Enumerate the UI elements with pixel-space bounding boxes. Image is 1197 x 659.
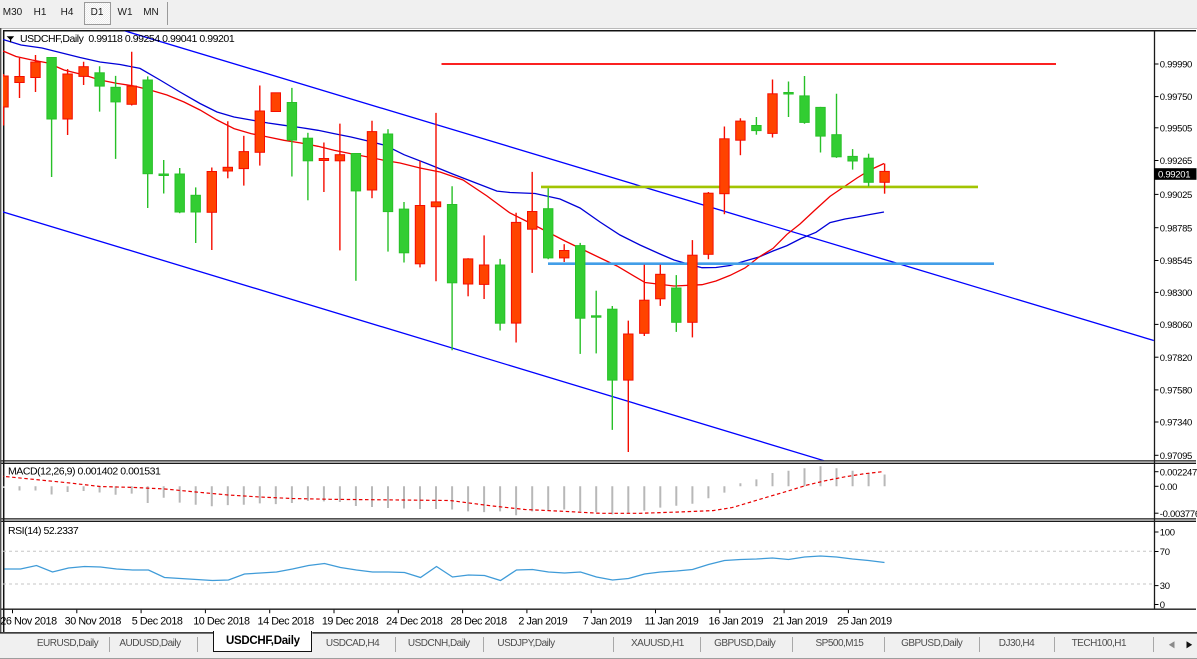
svg-text:5 Dec 2018: 5 Dec 2018 xyxy=(132,615,183,627)
svg-text:7 Jan 2019: 7 Jan 2019 xyxy=(583,615,632,627)
svg-text:10 Dec 2018: 10 Dec 2018 xyxy=(193,615,250,627)
svg-text:0.99265: 0.99265 xyxy=(1160,156,1192,167)
svg-text:RSI(14) 52.2337: RSI(14) 52.2337 xyxy=(8,525,79,537)
svg-text:0.99025: 0.99025 xyxy=(1160,190,1192,201)
svg-text:0.97340: 0.97340 xyxy=(1160,418,1192,429)
svg-text:0.97820: 0.97820 xyxy=(1160,353,1192,364)
svg-text:0.98785: 0.98785 xyxy=(1160,223,1192,234)
svg-text:30: 30 xyxy=(1160,581,1170,592)
svg-text:2 Jan 2019: 2 Jan 2019 xyxy=(518,615,567,627)
svg-text:100: 100 xyxy=(1160,528,1175,539)
svg-text:28 Dec 2018: 28 Dec 2018 xyxy=(450,615,507,627)
svg-text:21 Jan 2019: 21 Jan 2019 xyxy=(773,615,828,627)
svg-text:USDCHF,Daily 0.99118 0.99254: USDCHF,Daily 0.99118 0.99254 0.99041 0.9… xyxy=(20,33,235,45)
svg-text:16 Jan 2019: 16 Jan 2019 xyxy=(709,615,764,627)
svg-text:30 Nov 2018: 30 Nov 2018 xyxy=(65,615,122,627)
svg-text:0.97095: 0.97095 xyxy=(1160,451,1192,462)
svg-text:0.99750: 0.99750 xyxy=(1160,92,1192,103)
svg-text:0.99201: 0.99201 xyxy=(1158,170,1190,181)
svg-text:0.97580: 0.97580 xyxy=(1160,386,1192,397)
svg-text:0.99505: 0.99505 xyxy=(1160,123,1192,134)
svg-text:0.98060: 0.98060 xyxy=(1160,320,1192,331)
svg-text:0.00: 0.00 xyxy=(1160,482,1177,493)
svg-text:0.99990: 0.99990 xyxy=(1160,60,1192,71)
svg-text:11 Jan 2019: 11 Jan 2019 xyxy=(645,615,699,627)
svg-text:19 Dec 2018: 19 Dec 2018 xyxy=(322,615,379,627)
svg-text:0: 0 xyxy=(1160,600,1165,611)
svg-text:MACD(12,26,9) 0.001402 0.00153: MACD(12,26,9) 0.001402 0.001531 xyxy=(8,466,161,478)
svg-text:24 Dec 2018: 24 Dec 2018 xyxy=(386,615,443,627)
svg-text:26 Nov 2018: 26 Nov 2018 xyxy=(0,615,57,627)
svg-text:14 Dec 2018: 14 Dec 2018 xyxy=(258,615,315,627)
svg-text:70: 70 xyxy=(1160,547,1170,558)
svg-text:0.002247: 0.002247 xyxy=(1160,467,1197,478)
svg-text:0.98545: 0.98545 xyxy=(1160,256,1192,267)
svg-text:-0.003776: -0.003776 xyxy=(1160,509,1197,520)
svg-text:0.98300: 0.98300 xyxy=(1160,288,1192,299)
svg-text:25 Jan 2019: 25 Jan 2019 xyxy=(837,615,892,627)
